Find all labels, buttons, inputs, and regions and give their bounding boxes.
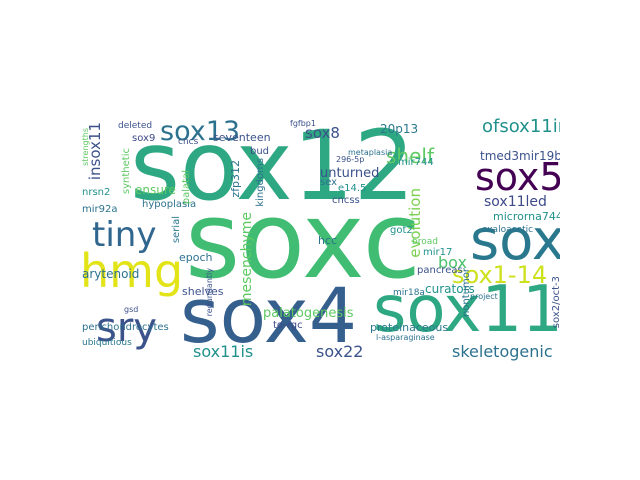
- word-got2: got2: [390, 225, 413, 236]
- word-project: project: [470, 292, 498, 301]
- word-to-rgc: to-rgc: [273, 320, 303, 331]
- word-sry: sry: [96, 305, 157, 351]
- word-ofsox11in: ofsox11in: [482, 118, 560, 137]
- word-microrna744: microrna744: [493, 210, 560, 223]
- word-curators: curators: [425, 282, 475, 296]
- word-sox11: sox11: [373, 273, 560, 347]
- word-deleted: deleted: [118, 121, 153, 131]
- word-sox: sox: [470, 208, 560, 273]
- word-cloud: sox12 soxc sox4 sox11 sox hmg sry tiny s…: [80, 118, 560, 363]
- word-hcc: hcc: [318, 234, 338, 247]
- word-sox22: sox22: [316, 342, 364, 361]
- word-sox2-oct-3: sox2/oct-3: [551, 276, 560, 329]
- word-cncss: cncss: [332, 195, 360, 206]
- word-sox8: sox8: [305, 124, 340, 142]
- word-metaplasia: metaplasia: [348, 148, 393, 157]
- word-mir92a: mir92a: [82, 204, 118, 215]
- word-sox4: sox4: [180, 271, 358, 360]
- word-cncs: cncs: [178, 137, 199, 147]
- word-nrsn2: nrsn2: [82, 187, 111, 198]
- word-palatal: palatal: [181, 170, 192, 205]
- word-ubiquitious: ubiquitious: [82, 338, 132, 348]
- word-296-5p: 296-5p: [336, 155, 365, 164]
- word-sox5: sox5: [475, 155, 560, 199]
- word-kingdoms: kingdoms: [255, 158, 266, 207]
- word-sox12: sox12: [130, 118, 415, 222]
- word-mesenchyme: mesenchyme: [239, 212, 255, 307]
- word-palatogenesis: palatogenesis: [263, 306, 354, 321]
- word-evolution: evolution: [406, 188, 424, 258]
- word-sox9: sox9: [132, 133, 156, 144]
- word-nontumor: nontumor: [461, 268, 472, 318]
- word-shelf: shelf: [386, 144, 434, 168]
- word-sox11led: sox11led: [484, 194, 547, 210]
- word-e14.5: e14.5: [338, 183, 367, 194]
- word-skeletogenic: skeletogenic: [452, 342, 553, 361]
- word-sox13: sox13: [160, 118, 241, 147]
- word-hmg: hmg: [80, 244, 184, 298]
- word-l-asparaginase: l-asparaginase: [376, 333, 435, 342]
- word-proteinaceous: proteinaceous: [370, 321, 449, 334]
- word-perichondrocytes: perichondrocytes: [82, 322, 169, 333]
- word-strengths: strengths: [81, 128, 90, 166]
- word-hypoplasia: hypoplasia: [142, 199, 197, 210]
- word-oxaloacetic: oxaloacetic: [482, 225, 534, 235]
- word-mir18a: mir18a: [393, 288, 425, 298]
- word-serial: serial: [171, 216, 182, 244]
- word-epoch: epoch: [179, 251, 213, 264]
- word-bud: bud: [250, 146, 270, 157]
- word-insox11: insox11: [86, 122, 104, 181]
- word-pancreas: pancreas: [417, 265, 463, 276]
- word-gsd: gsd: [124, 305, 139, 314]
- word-broad: broad: [412, 237, 438, 247]
- word-shelves: shelves: [182, 285, 224, 298]
- word-tiny: tiny: [92, 215, 157, 255]
- word-arytenoid: arytenoid: [82, 267, 140, 281]
- word-soxc: soxc: [185, 179, 421, 302]
- word-seventeen: seventeen: [213, 131, 271, 144]
- word-fgfbp1: fgfbp1: [290, 119, 316, 128]
- word-zfp312: zfp312: [229, 160, 242, 198]
- word-sox1-14: sox1-14: [452, 261, 548, 289]
- word-mir744: mir744: [398, 157, 434, 168]
- word-synthetic: synthetic: [121, 148, 132, 195]
- word-ensure: ensure: [135, 183, 176, 197]
- word-mir17: mir17: [423, 247, 453, 258]
- word-sex: sex: [320, 177, 338, 188]
- word-sox11is: sox11is: [193, 342, 254, 361]
- word-unturned: unturned: [320, 166, 380, 181]
- word-tmed3mir19b: tmed3mir19b: [480, 149, 560, 163]
- word-20p13: 20p13: [380, 122, 419, 136]
- word-box: box: [438, 253, 467, 272]
- word-redundantly: redundantly: [205, 268, 214, 317]
